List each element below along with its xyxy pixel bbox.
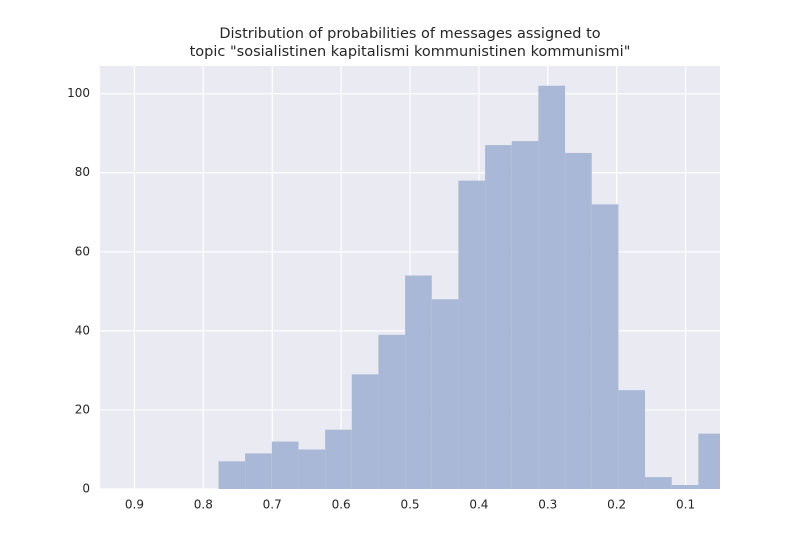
x-tick-label: 0.7 — [263, 498, 282, 512]
bar — [618, 390, 646, 489]
bar — [671, 485, 699, 489]
chart-title: topic "sosialistinen kapitalismi kommuni… — [190, 44, 631, 60]
bar — [591, 204, 619, 489]
x-tick-label: 0.5 — [400, 498, 419, 512]
y-tick-label: 0 — [82, 482, 90, 496]
x-tick-label: 0.2 — [607, 498, 626, 512]
bar — [458, 180, 486, 489]
bar — [538, 85, 566, 489]
x-tick-label: 0.6 — [332, 498, 351, 512]
bar — [245, 453, 272, 489]
bar — [378, 334, 406, 489]
bar — [298, 449, 326, 489]
x-tick-label: 0.8 — [194, 498, 213, 512]
bar — [351, 374, 379, 489]
y-tick-label: 40 — [75, 323, 90, 337]
bar — [698, 433, 720, 489]
x-tick-label: 0.3 — [538, 498, 557, 512]
bar — [271, 441, 299, 489]
chart-title: Distribution of probabilities of message… — [219, 26, 600, 42]
y-tick-label: 100 — [67, 86, 90, 100]
bar — [405, 275, 432, 489]
y-tick-label: 60 — [75, 244, 90, 258]
bar — [645, 477, 672, 489]
bar — [218, 461, 246, 489]
x-tick-label: 0.4 — [469, 498, 488, 512]
bar — [431, 299, 459, 489]
bar — [565, 152, 592, 489]
y-tick-label: 80 — [75, 165, 90, 179]
x-tick-label: 0.1 — [676, 498, 695, 512]
bar — [325, 429, 352, 489]
y-tick-label: 20 — [75, 402, 90, 416]
x-tick-label: 0.9 — [125, 498, 144, 512]
bar — [511, 141, 539, 489]
bars — [218, 85, 720, 489]
bar — [485, 145, 512, 489]
